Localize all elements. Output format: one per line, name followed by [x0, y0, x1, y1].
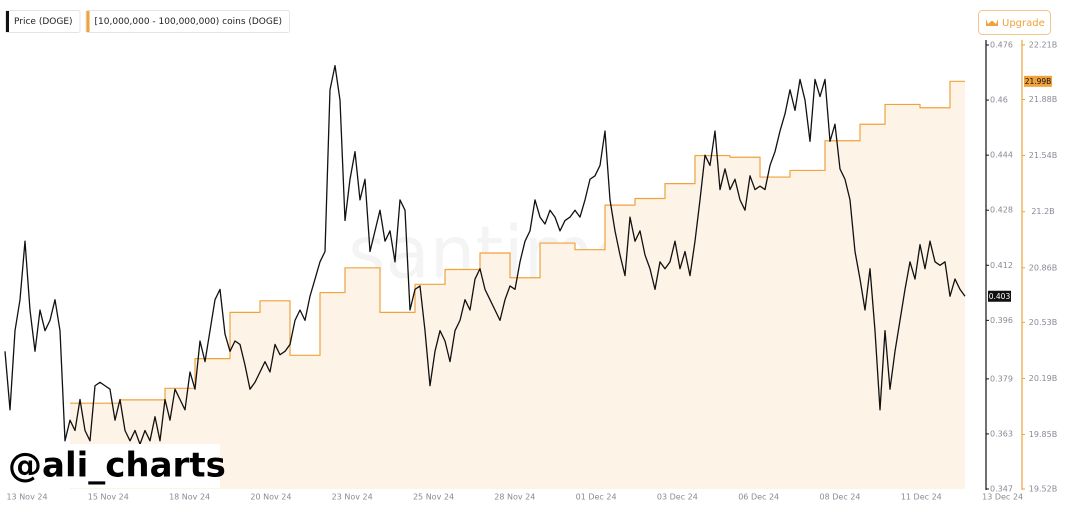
- x-tick-label: 20 Nov 24: [250, 493, 291, 502]
- author: @ali_charts: [8, 446, 226, 486]
- y-tick-label: 0.46: [990, 96, 1008, 105]
- crown-icon: [986, 19, 998, 26]
- x-tick-label: 08 Dec 24: [820, 493, 861, 502]
- y2-tick-label: 20.19B: [1029, 374, 1057, 383]
- x-tick-label: 11 Dec 24: [901, 493, 942, 502]
- y-tick-label: 0.444: [990, 151, 1013, 160]
- upgrade-label[interactable]: Upgrade: [1002, 18, 1045, 29]
- y2-tick-label: 20.53B: [1029, 318, 1057, 327]
- legend-label: [10,000,000 - 100,000,000) coins (DOGE): [95, 17, 283, 27]
- x-tick-label: 13 Nov 24: [6, 493, 47, 502]
- x-tick-label: 28 Nov 24: [494, 493, 535, 502]
- legend-swatch: [6, 11, 9, 32]
- x-tick-label: 01 Dec 24: [576, 493, 617, 502]
- y-tick-label: 0.428: [990, 206, 1013, 215]
- last-value-label: 21.99B: [1025, 77, 1052, 86]
- last-value-tag: [988, 290, 1011, 302]
- y-tick-label: 0.412: [990, 261, 1013, 270]
- legend-label: Price (DOGE): [14, 17, 73, 27]
- plot-area: [4, 65, 966, 490]
- upgrade-button[interactable]: [978, 10, 1051, 35]
- legend-swatch: [86, 11, 90, 32]
- x-tick-label: 23 Nov 24: [332, 493, 373, 502]
- y2-tick-label: 19.85B: [1029, 430, 1057, 439]
- x-tick-label: 25 Nov 24: [413, 493, 454, 502]
- legend-item: [10,000,000 - 100,000,000) coins (DOGE): [85, 10, 291, 33]
- last-value-tag: [1024, 75, 1052, 87]
- y2-tick-label: 20.86B: [1029, 263, 1057, 272]
- x-tick-label: 18 Nov 24: [169, 493, 210, 502]
- y2-tick-label: 21.54B: [1029, 151, 1057, 160]
- area: [70, 81, 965, 490]
- line: [4, 65, 966, 445]
- y-tick-label: 0.379: [990, 374, 1013, 383]
- legend-item: Price (DOGE): [5, 10, 81, 33]
- y-tick-label: 0.347: [990, 485, 1013, 494]
- y-tick-label: 0.476: [990, 41, 1013, 50]
- x-tick-label: 03 Dec 24: [657, 493, 698, 502]
- legend: Price (DOGE) [10,000,000 - 100,000,000) c…: [5, 10, 291, 33]
- y2-tick-label: 21.88B: [1029, 95, 1057, 104]
- y2-tick-label: 22.21B: [1029, 41, 1057, 50]
- x-tick-label: 13 Dec 24: [982, 493, 1023, 502]
- x-tick-label: 15 Nov 24: [88, 493, 129, 502]
- legend-box: [5, 10, 81, 33]
- legend-box: [85, 10, 291, 33]
- y-tick-label: 0.363: [990, 429, 1013, 438]
- y-tick-label: 0.396: [990, 316, 1013, 325]
- x-tick-label: 06 Dec 24: [738, 493, 779, 502]
- y2-tick-label: 21.2B: [1031, 207, 1054, 216]
- author-box: [3, 444, 220, 488]
- line: [70, 80, 965, 404]
- y2-tick-label: 19.52B: [1029, 485, 1057, 494]
- last-value-label: 0.403: [989, 292, 1011, 301]
